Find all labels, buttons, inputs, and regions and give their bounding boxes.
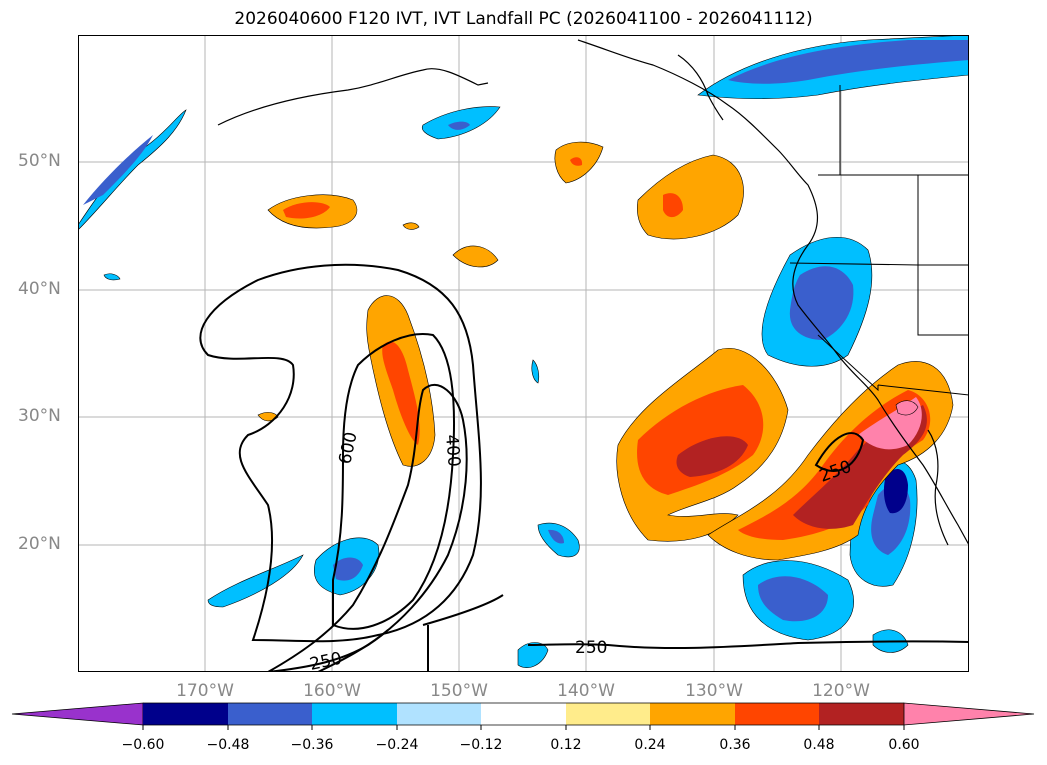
colorbar [11,702,1035,730]
lon-label-150w: 150°W [430,681,488,701]
colorbar-tick: 0.60 [888,737,920,753]
lon-label-160w: 160°W [303,681,361,701]
colorbar-extend-high [903,702,1035,726]
colorbar-tick: 0.12 [550,737,582,753]
colorbar-bin [735,703,819,725]
colorbar-tick: −0.12 [459,737,503,753]
colorbar-bin [481,703,566,725]
colorbar-extend-low [11,702,144,726]
contour-label-250-south: 250 [575,638,607,658]
contour-label-600: 600 [335,430,361,466]
contour-label-250-hawaii: 250 [308,649,344,672]
colorbar-tick: 0.36 [719,737,751,753]
colorbar-bin [228,703,312,725]
positive-ivt-regions [257,141,954,561]
colorbar-bin [566,703,650,725]
lon-label-140w: 140°W [557,681,615,701]
colorbar-tick: 0.48 [803,737,835,753]
colorbar-bin [397,703,481,725]
colorbar-tick: −0.36 [290,737,334,753]
map-title: 2026040600 F120 IVT, IVT Landfall PC (20… [234,9,813,29]
coastlines [217,39,969,546]
lat-label-20n: 20°N [18,534,61,554]
colorbar-bin [650,703,735,725]
colorbar-tick: −0.60 [121,737,165,753]
lat-label-30n: 30°N [18,406,61,426]
colorbar-bin [143,703,228,725]
lon-label-130w: 130°W [685,681,743,701]
colorbar-tick: −0.24 [375,737,419,753]
colorbar-tick: 0.24 [634,737,666,753]
map-panel: 600 400 250 250 250 [78,35,969,672]
ivt-contours [199,263,969,672]
lat-label-50n: 50°N [18,151,61,171]
colorbar-bin [819,703,904,725]
lon-label-120w: 120°W [812,681,870,701]
map-border [78,35,969,672]
contour-label-400: 400 [441,434,464,468]
political-borders [789,85,969,396]
lon-label-170w: 170°W [176,681,234,701]
colorbar-tick: −0.48 [206,737,250,753]
map-canvas: 600 400 250 250 250 [78,35,969,672]
lat-label-40n: 40°N [18,279,61,299]
colorbar-bin [312,703,397,725]
